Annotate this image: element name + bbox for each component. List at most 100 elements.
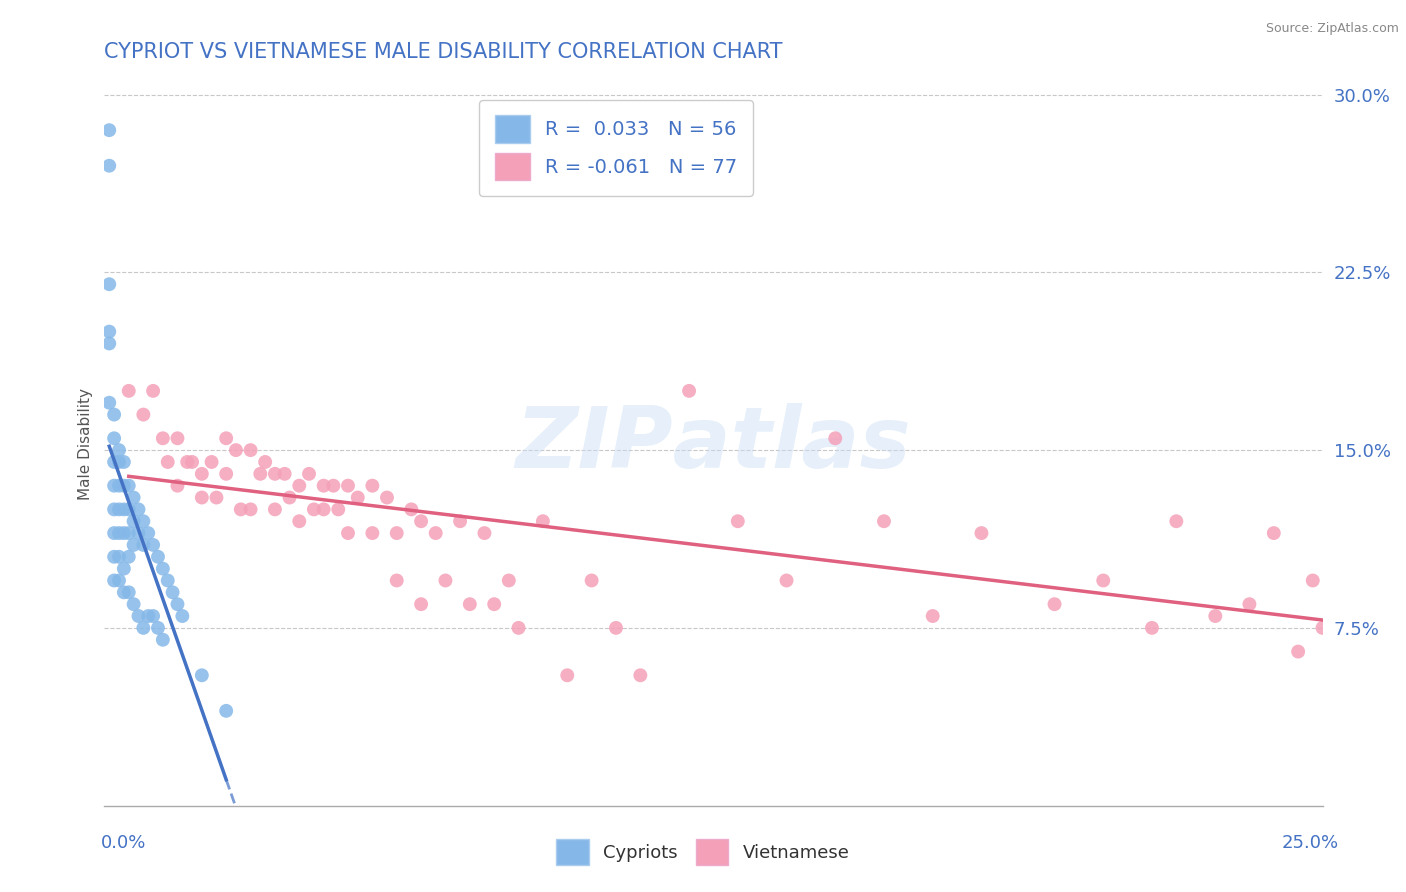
- Point: [425, 526, 447, 541]
- Point: [118, 549, 141, 564]
- Point: [449, 514, 471, 528]
- Point: [409, 597, 432, 611]
- Point: [108, 443, 131, 458]
- Point: [474, 526, 496, 541]
- Point: [346, 491, 368, 505]
- Point: [1312, 621, 1334, 635]
- Point: [98, 395, 121, 409]
- Point: [1336, 574, 1358, 588]
- Point: [298, 467, 321, 481]
- Point: [191, 668, 214, 682]
- Point: [103, 455, 125, 469]
- Point: [337, 526, 360, 541]
- Point: [112, 526, 135, 541]
- Point: [176, 455, 198, 469]
- Point: [1166, 514, 1188, 528]
- Point: [581, 574, 603, 588]
- Point: [98, 123, 121, 137]
- Text: Source: ZipAtlas.com: Source: ZipAtlas.com: [1265, 22, 1399, 36]
- Point: [1263, 526, 1285, 541]
- Point: [122, 538, 145, 552]
- Point: [312, 502, 335, 516]
- Point: [118, 526, 141, 541]
- Point: [1350, 644, 1372, 658]
- Point: [1239, 597, 1261, 611]
- Point: [824, 431, 846, 445]
- Point: [103, 431, 125, 445]
- Point: [127, 502, 149, 516]
- Point: [375, 491, 398, 505]
- Point: [205, 491, 228, 505]
- Point: [322, 478, 344, 492]
- Point: [108, 574, 131, 588]
- Point: [361, 526, 384, 541]
- Point: [555, 668, 578, 682]
- Text: 0.0%: 0.0%: [101, 834, 146, 852]
- Point: [127, 609, 149, 624]
- Point: [166, 597, 188, 611]
- Point: [215, 431, 238, 445]
- Point: [458, 597, 481, 611]
- Point: [142, 384, 165, 398]
- Point: [122, 597, 145, 611]
- Point: [273, 467, 295, 481]
- Point: [498, 574, 520, 588]
- Point: [122, 491, 145, 505]
- Point: [1204, 609, 1226, 624]
- Point: [385, 574, 408, 588]
- Point: [112, 585, 135, 599]
- Y-axis label: Male Disability: Male Disability: [79, 388, 93, 500]
- Point: [98, 336, 121, 351]
- Point: [118, 478, 141, 492]
- Point: [1322, 609, 1344, 624]
- Point: [142, 609, 165, 624]
- Point: [156, 574, 179, 588]
- Point: [103, 502, 125, 516]
- Point: [264, 467, 287, 481]
- Point: [239, 502, 262, 516]
- Point: [409, 514, 432, 528]
- Point: [385, 526, 408, 541]
- Point: [921, 609, 943, 624]
- Point: [98, 159, 121, 173]
- Point: [108, 549, 131, 564]
- Point: [127, 526, 149, 541]
- Point: [118, 585, 141, 599]
- Point: [605, 621, 627, 635]
- Legend: R =  0.033   N = 56, R = -0.061   N = 77: R = 0.033 N = 56, R = -0.061 N = 77: [479, 100, 752, 195]
- Point: [112, 561, 135, 575]
- Point: [628, 668, 651, 682]
- Point: [239, 443, 262, 458]
- Point: [108, 502, 131, 516]
- Point: [873, 514, 896, 528]
- Point: [103, 526, 125, 541]
- Point: [288, 478, 311, 492]
- Point: [249, 467, 271, 481]
- Point: [118, 384, 141, 398]
- Point: [215, 467, 238, 481]
- Point: [103, 408, 125, 422]
- Point: [152, 561, 174, 575]
- Point: [132, 514, 155, 528]
- Point: [132, 538, 155, 552]
- Point: [288, 514, 311, 528]
- Point: [531, 514, 554, 528]
- Text: ZIP​atlas: ZIP​atlas: [516, 402, 911, 486]
- Point: [146, 621, 169, 635]
- Point: [337, 478, 360, 492]
- Point: [264, 502, 287, 516]
- Point: [401, 502, 423, 516]
- Point: [172, 609, 194, 624]
- Point: [1302, 574, 1324, 588]
- Point: [108, 526, 131, 541]
- Point: [152, 632, 174, 647]
- Point: [136, 609, 159, 624]
- Point: [302, 502, 325, 516]
- Point: [1092, 574, 1115, 588]
- Point: [225, 443, 247, 458]
- Point: [162, 585, 184, 599]
- Point: [112, 478, 135, 492]
- Point: [166, 478, 188, 492]
- Point: [142, 538, 165, 552]
- Point: [278, 491, 301, 505]
